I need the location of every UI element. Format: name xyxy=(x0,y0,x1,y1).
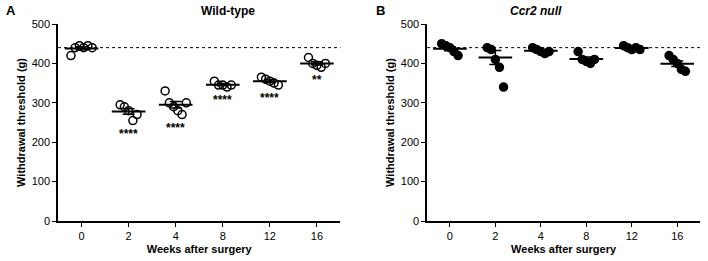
svg-text:0: 0 xyxy=(44,215,50,227)
svg-text:300: 300 xyxy=(32,97,50,109)
svg-text:2: 2 xyxy=(492,230,498,242)
svg-text:Withdrawal threshold (g): Withdrawal threshold (g) xyxy=(384,58,396,187)
svg-text:400: 400 xyxy=(32,57,50,69)
svg-text:0: 0 xyxy=(447,230,453,242)
svg-text:400: 400 xyxy=(401,57,419,69)
svg-text:Weeks after surgery: Weeks after surgery xyxy=(147,243,253,255)
svg-text:300: 300 xyxy=(401,97,419,109)
svg-text:****: **** xyxy=(166,121,185,135)
svg-text:****: **** xyxy=(260,91,279,105)
svg-text:****: **** xyxy=(213,93,232,107)
svg-text:200: 200 xyxy=(401,136,419,148)
svg-text:****: **** xyxy=(119,127,138,141)
svg-text:Wild-type: Wild-type xyxy=(201,4,255,18)
svg-text:500: 500 xyxy=(401,18,419,30)
svg-text:12: 12 xyxy=(626,230,638,242)
svg-text:12: 12 xyxy=(264,230,276,242)
svg-text:8: 8 xyxy=(220,230,226,242)
svg-text:Withdrawal threshold (g): Withdrawal threshold (g) xyxy=(15,58,27,187)
svg-text:Ccr2 null: Ccr2 null xyxy=(510,4,562,18)
svg-text:500: 500 xyxy=(32,18,50,30)
svg-text:16: 16 xyxy=(671,230,683,242)
svg-text:0: 0 xyxy=(78,230,84,242)
svg-text:2: 2 xyxy=(126,230,132,242)
svg-text:16: 16 xyxy=(311,230,323,242)
svg-text:8: 8 xyxy=(583,230,589,242)
svg-text:**: ** xyxy=(312,73,322,87)
svg-text:4: 4 xyxy=(173,230,179,242)
svg-text:B: B xyxy=(376,3,385,18)
svg-text:100: 100 xyxy=(32,175,50,187)
svg-text:100: 100 xyxy=(401,175,419,187)
svg-text:0: 0 xyxy=(413,215,419,227)
svg-text:4: 4 xyxy=(538,230,544,242)
svg-text:Weeks after surgery: Weeks after surgery xyxy=(511,243,617,255)
svg-text:A: A xyxy=(6,3,16,18)
svg-text:200: 200 xyxy=(32,136,50,148)
